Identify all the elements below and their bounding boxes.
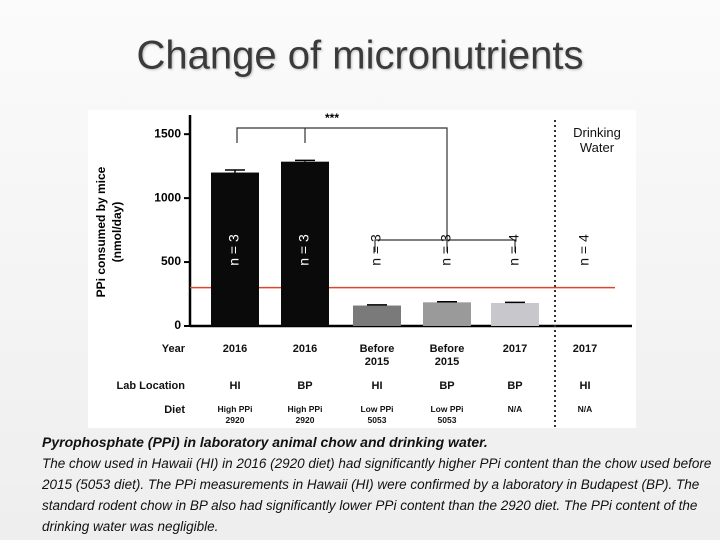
bar <box>281 161 329 326</box>
diet-label: Low PPi 5053 <box>360 404 394 425</box>
diet-label: N/A <box>507 404 523 414</box>
bar <box>353 305 401 326</box>
lab-location: BP <box>507 380 523 392</box>
significance-label: *** <box>325 111 339 125</box>
significance-bracket <box>236 127 516 252</box>
error-bar <box>295 159 315 162</box>
bar <box>211 172 259 326</box>
year-label: 2016 <box>222 343 248 355</box>
caption-body: The chow used in Hawaii (HI) in 2016 (29… <box>42 456 712 534</box>
y-tick-label: 500 <box>161 254 181 268</box>
y-tick-label: 1000 <box>154 190 181 204</box>
year-label: 2016 <box>292 343 318 355</box>
bar <box>491 302 539 326</box>
year-label: Before 2015 <box>429 343 465 368</box>
annotation: Drinking Water <box>573 125 621 155</box>
year-label: 2017 <box>502 343 528 355</box>
row-header: Diet <box>164 404 185 416</box>
y-axis-label: PPi consumed by mice <box>94 166 108 297</box>
diet-label: N/A <box>577 404 593 414</box>
row-header: Lab Location <box>116 380 185 392</box>
slide-title: Change of micronutrients <box>137 34 584 78</box>
y-tick-label: 0 <box>174 318 181 332</box>
n-label: n = 4 <box>576 234 592 266</box>
diet-label: High PPi 2920 <box>217 404 253 425</box>
caption-heading: Pyrophosphate (PPi) in laboratory animal… <box>42 434 488 450</box>
error-bar <box>367 304 387 306</box>
lab-location: BP <box>439 380 455 392</box>
n-label: n = 3 <box>368 234 384 266</box>
lab-location: HI <box>229 380 241 392</box>
chart-background <box>88 110 636 428</box>
y-tick-label: 1500 <box>154 126 181 140</box>
diet-label: Low PPi 5053 <box>430 404 464 425</box>
row-header: Year <box>161 343 185 355</box>
year-label: 2017 <box>572 343 598 355</box>
y-axis-label: (nmol/day) <box>110 202 124 263</box>
lab-location: HI <box>371 380 383 392</box>
diet-label: High PPi 2920 <box>287 404 323 425</box>
error-bar <box>505 301 525 304</box>
n-label: n = 4 <box>506 234 522 266</box>
caption: Pyrophosphate (PPi) in laboratory animal… <box>42 432 720 537</box>
n-label: n = 3 <box>438 234 454 266</box>
error-bar <box>437 300 457 303</box>
lab-location: HI <box>579 380 591 392</box>
lab-location: BP <box>297 380 313 392</box>
error-bar <box>225 169 245 173</box>
year-label: Before 2015 <box>359 343 395 368</box>
n-label: n = 3 <box>296 234 312 266</box>
bar <box>423 302 471 326</box>
n-label: n = 3 <box>226 234 242 266</box>
